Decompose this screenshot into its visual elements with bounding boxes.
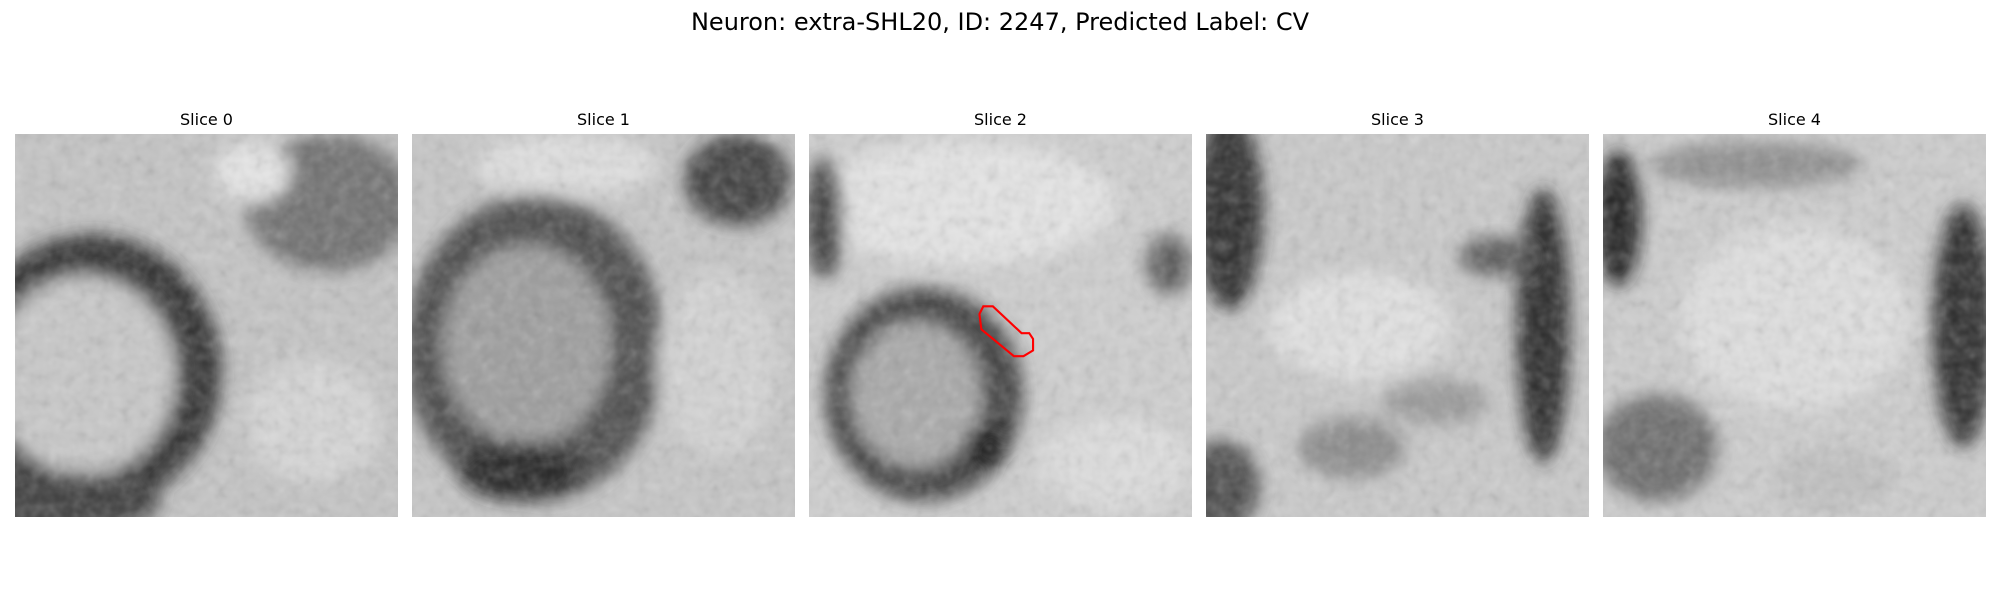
slice-1-title: Slice 1: [577, 110, 630, 129]
slice-0-title: Slice 0: [180, 110, 233, 129]
slice-4-title: Slice 4: [1768, 110, 1821, 129]
slice-2-title: Slice 2: [974, 110, 1027, 129]
slice-1-image: [412, 134, 795, 517]
slice-3-title: Slice 3: [1371, 110, 1424, 129]
slice-3-image: [1206, 134, 1589, 517]
slice-2-contour: [978, 305, 1035, 358]
slice-4-image: [1603, 134, 1986, 517]
slice-0-image: [15, 134, 398, 517]
figure-title: Neuron: extra-SHL20, ID: 2247, Predicted…: [690, 8, 1310, 36]
slice-2-image: [809, 134, 1192, 517]
